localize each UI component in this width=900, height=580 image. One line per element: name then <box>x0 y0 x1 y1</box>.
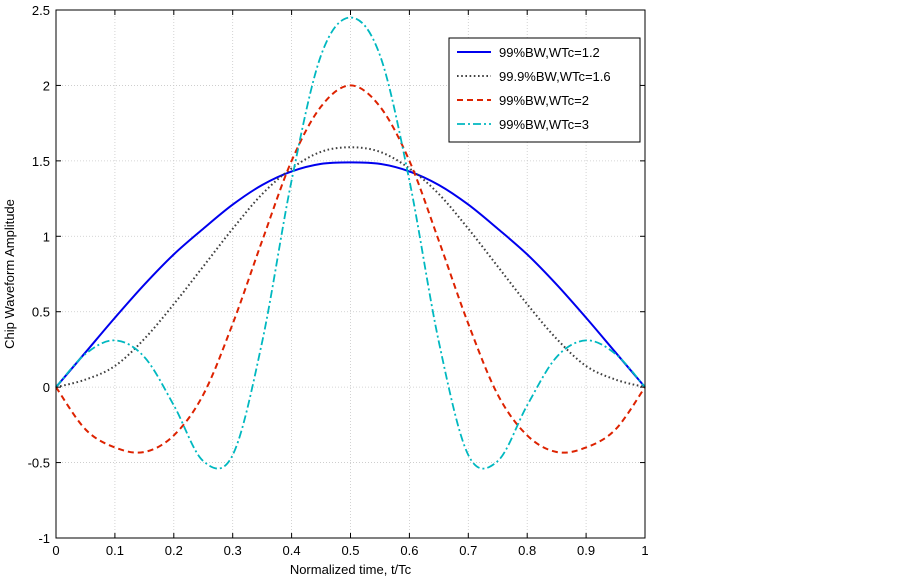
y-tick-label: 1.5 <box>32 154 50 169</box>
series-line-1 <box>55 161 646 388</box>
x-tick-label: 0 <box>52 543 59 558</box>
x-tick-label: 0.5 <box>341 543 359 558</box>
legend-label: 99%BW,WTc=2 <box>499 93 589 108</box>
x-tick-label: 0.2 <box>165 543 183 558</box>
x-tick-label: 0.6 <box>400 543 418 558</box>
legend-label: 99%BW,WTc=3 <box>499 117 589 132</box>
x-tick-label: 1 <box>641 543 648 558</box>
x-axis-label: Normalized time, t/Tc <box>290 562 412 577</box>
legend: 99%BW,WTc=1.2 99.9%BW,WTc=1.6 99%BW,WTc=2 9… <box>448 37 641 143</box>
legend-label: 99%BW,WTc=1.2 <box>499 45 600 60</box>
x-tick-label: 0.4 <box>283 543 301 558</box>
x-axis: 0 0.1 0.2 0.3 0.4 0.5 0.6 0.7 0.8 0.9 1 <box>52 10 649 558</box>
series-line-3 <box>55 84 646 454</box>
x-tick-label: 0.8 <box>518 543 536 558</box>
series-line-2 <box>55 146 646 389</box>
y-tick-label: 0.5 <box>32 305 50 320</box>
y-tick-label: -0.5 <box>28 456 50 471</box>
x-tick-label: 0.1 <box>106 543 124 558</box>
y-tick-label: 2 <box>43 78 50 93</box>
y-tick-label: -1 <box>38 531 50 546</box>
x-tick-label: 0.7 <box>459 543 477 558</box>
x-tick-label: 0.9 <box>577 543 595 558</box>
legend-label: 99.9%BW,WTc=1.6 <box>499 69 611 84</box>
x-tick-label: 0.3 <box>224 543 242 558</box>
y-tick-label: 0 <box>43 380 50 395</box>
series-layer <box>55 16 646 470</box>
y-tick-label: 1 <box>43 229 50 244</box>
y-tick-label: 2.5 <box>32 3 50 18</box>
y-axis-label: Chip Waveform Amplitude <box>2 199 17 349</box>
series-line-4 <box>55 16 646 470</box>
y-axis: -1 -0.5 0 0.5 1 1.5 2 2.5 <box>28 3 645 546</box>
